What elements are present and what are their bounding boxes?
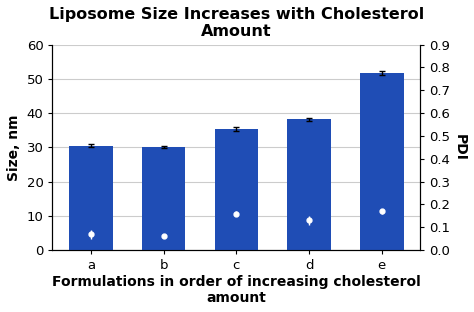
Bar: [142, 147, 185, 250]
Bar: [360, 73, 404, 250]
Bar: [215, 129, 258, 250]
Y-axis label: Size, nm: Size, nm: [7, 114, 21, 181]
Bar: [287, 119, 331, 250]
X-axis label: Formulations in order of increasing cholesterol
amount: Formulations in order of increasing chol…: [52, 275, 421, 305]
Title: Liposome Size Increases with Cholesterol
Amount: Liposome Size Increases with Cholesterol…: [49, 7, 424, 39]
Bar: [69, 146, 113, 250]
Y-axis label: PDI: PDI: [453, 134, 467, 161]
